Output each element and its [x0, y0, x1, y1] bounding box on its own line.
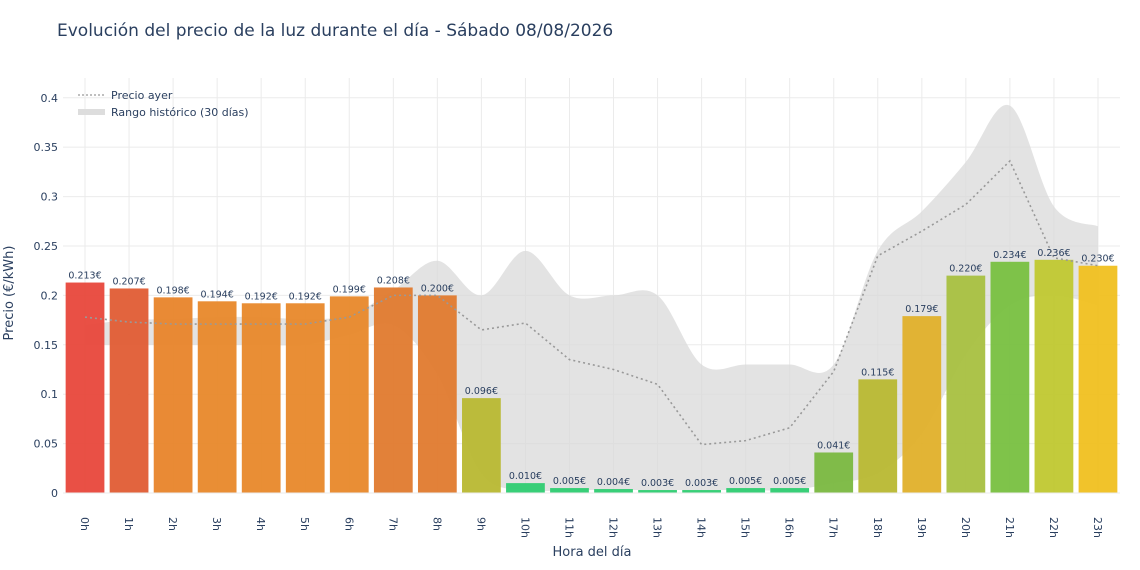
bar-15h[interactable] — [726, 488, 766, 493]
data-labels: 0.213€ 0.207€ 0.198€ 0.194€ 0.192€ 0.192€ 0.19… — [68, 248, 1114, 489]
bar-22h[interactable] — [1034, 259, 1074, 493]
x-tick-label: 12h — [607, 517, 620, 538]
data-label: 0.005€ — [773, 476, 806, 487]
x-tick-label: 16h — [783, 517, 796, 538]
x-tick-label: 9h — [474, 517, 487, 531]
bar-12h[interactable] — [594, 489, 633, 493]
data-label: 0.194€ — [201, 289, 234, 300]
x-tick-label: 21h — [1003, 517, 1016, 538]
bar-23h[interactable] — [1078, 265, 1118, 493]
data-label: 0.041€ — [817, 440, 850, 451]
y-tick-label: 0.4 — [41, 92, 59, 105]
bar-4h[interactable] — [241, 303, 281, 493]
bar-19h[interactable] — [902, 316, 942, 493]
bar-18h[interactable] — [858, 379, 898, 493]
bar-10h[interactable] — [506, 483, 545, 493]
data-label: 0.004€ — [597, 477, 630, 488]
legend-range-swatch — [78, 109, 105, 115]
y-tick-label: 0 — [51, 487, 58, 500]
legend-range-label[interactable]: Rango histórico (30 días) — [111, 106, 249, 119]
y-axis-title: Precio (€/kWh) — [2, 246, 17, 341]
data-label: 0.236€ — [1037, 248, 1070, 259]
bar-21h[interactable] — [990, 261, 1030, 493]
data-label: 0.220€ — [949, 264, 982, 275]
data-label: 0.005€ — [729, 476, 762, 487]
bar-6h[interactable] — [329, 296, 369, 493]
x-tick-label: 15h — [739, 517, 752, 538]
legend-yesterday-label[interactable]: Precio ayer — [111, 89, 173, 102]
bar-16h[interactable] — [770, 488, 810, 493]
historical-range-band — [85, 104, 1098, 492]
data-label: 0.199€ — [333, 284, 366, 295]
data-label: 0.003€ — [641, 478, 674, 489]
bar-17h[interactable] — [814, 452, 854, 493]
data-label: 0.003€ — [685, 478, 718, 489]
x-tick-label: 5h — [298, 517, 311, 531]
data-label: 0.198€ — [156, 285, 189, 296]
bar-20h[interactable] — [946, 275, 986, 493]
y-tick-label: 0.15 — [34, 339, 59, 352]
data-label: 0.179€ — [905, 304, 938, 315]
y-tick-label: 0.1 — [41, 388, 59, 401]
data-label: 0.230€ — [1081, 254, 1114, 265]
data-label: 0.207€ — [112, 276, 145, 287]
bar-3h[interactable] — [197, 301, 237, 493]
x-tick-label: 6h — [342, 517, 355, 531]
y-tick-label: 0.2 — [41, 289, 59, 302]
bar-7h[interactable] — [373, 287, 413, 493]
data-label: 0.005€ — [553, 476, 586, 487]
x-tick-label: 7h — [386, 517, 399, 531]
data-label: 0.208€ — [377, 275, 410, 286]
x-tick-label: 19h — [915, 517, 928, 538]
yesterday-line — [84, 159, 1099, 446]
x-tick-label: 18h — [871, 517, 884, 538]
x-tick-label: 23h — [1091, 517, 1104, 538]
x-tick-label: 13h — [651, 517, 664, 538]
data-label: 0.234€ — [993, 250, 1026, 261]
bar-11h[interactable] — [550, 488, 589, 493]
x-tick-label: 14h — [695, 517, 708, 538]
bar-14h[interactable] — [682, 490, 721, 493]
bars — [65, 259, 1118, 493]
legend[interactable]: Precio ayer Rango histórico (30 días) — [78, 89, 249, 119]
x-tick-label: 3h — [210, 517, 223, 531]
x-tick-label: 17h — [827, 517, 840, 538]
axes: 0 0.05 0.1 0.15 0.2 0.25 0.3 0.35 0.4 0h 1h 2h 3h 4h 5… — [34, 92, 1120, 538]
x-tick-label: 2h — [166, 517, 179, 531]
data-label: 0.213€ — [68, 271, 101, 282]
x-tick-label: 11h — [562, 517, 575, 538]
bar-5h[interactable] — [285, 303, 325, 493]
bar-2h[interactable] — [153, 297, 193, 493]
data-label: 0.192€ — [289, 291, 322, 302]
bar-1h[interactable] — [109, 288, 149, 493]
chart-title: Evolución del precio de la luz durante e… — [57, 21, 614, 41]
y-tick-label: 0.25 — [34, 240, 59, 253]
historical-range — [85, 104, 1098, 492]
data-label: 0.192€ — [245, 291, 278, 302]
bar-9h[interactable] — [462, 398, 501, 493]
data-label: 0.200€ — [421, 283, 454, 294]
data-label: 0.096€ — [465, 386, 498, 397]
yesterday-price-line — [84, 159, 1099, 446]
x-tick-label: 1h — [122, 517, 135, 531]
data-label: 0.115€ — [861, 367, 894, 378]
y-tick-label: 0.05 — [34, 438, 59, 451]
x-tick-label: 4h — [254, 517, 267, 531]
bar-0h[interactable] — [65, 282, 105, 493]
x-tick-label: 8h — [430, 517, 443, 531]
x-tick-label: 0h — [78, 517, 91, 531]
y-tick-label: 0.3 — [41, 191, 59, 204]
bar-8h[interactable] — [417, 295, 457, 493]
x-axis-title: Hora del día — [553, 545, 632, 560]
bar-13h[interactable] — [638, 490, 677, 493]
y-tick-label: 0.35 — [34, 141, 59, 154]
x-tick-label: 22h — [1047, 517, 1060, 538]
x-tick-label: 20h — [959, 517, 972, 538]
x-tick-label: 10h — [518, 517, 531, 538]
data-label: 0.010€ — [509, 471, 542, 482]
